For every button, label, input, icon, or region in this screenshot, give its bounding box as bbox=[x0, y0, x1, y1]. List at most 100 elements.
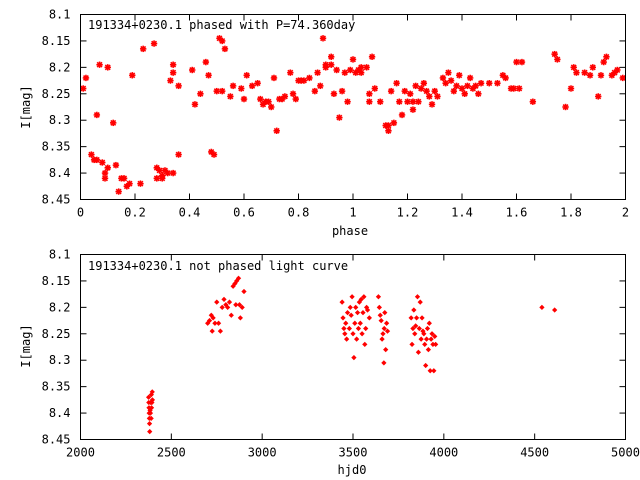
chart-unphased-data-point bbox=[383, 320, 390, 326]
chart-phased-data-point bbox=[292, 95, 299, 103]
chart-phased-data-point bbox=[431, 87, 438, 95]
chart-phased-xtick-label: 1.4 bbox=[451, 206, 473, 220]
chart-unphased-data-point bbox=[381, 325, 387, 332]
chart-unphased-xtick-label: 4500 bbox=[520, 446, 549, 460]
chart-phased-data-point bbox=[101, 175, 109, 182]
chart-unphased-data-point bbox=[363, 325, 369, 332]
chart-phased-ticks: 0 0.2 0.4 0.6 0.8 1 1.2 1.4 1.6 1.8 2 8.1 8.15 8.2 8.2… bbox=[42, 8, 630, 220]
chart-phased-data-point bbox=[458, 85, 466, 92]
chart-unphased-data-point bbox=[346, 325, 352, 332]
chart-phased-data-point bbox=[120, 175, 128, 182]
chart-unphased: 191334+0230.1 not phased light curve hjd… bbox=[19, 248, 640, 478]
chart-phased-data-point bbox=[80, 85, 87, 92]
chart-unphased-xtick-label: 2500 bbox=[157, 446, 186, 460]
chart-unphased-data-point bbox=[352, 320, 358, 326]
chart-phased-data-point bbox=[281, 93, 289, 100]
chart-phased-data-point bbox=[341, 69, 349, 76]
chart-unphased-data-point bbox=[147, 428, 153, 435]
chart-phased-data-point bbox=[409, 98, 417, 105]
chart-unphased-data-point bbox=[366, 315, 372, 321]
chart-phased-data-point bbox=[96, 61, 103, 68]
chart-phased-data-point bbox=[409, 106, 417, 113]
chart-phased-data-point bbox=[464, 82, 471, 90]
chart-unphased-data-point bbox=[408, 315, 414, 321]
chart-unphased-data-point bbox=[413, 323, 419, 329]
chart-phased-data-point bbox=[289, 90, 297, 97]
chart-phased-data-point bbox=[210, 151, 218, 158]
chart-phased-data-point bbox=[407, 90, 414, 97]
chart-phased-data-point bbox=[562, 103, 569, 111]
chart-unphased-data-point bbox=[221, 296, 227, 303]
chart-unphased-data-point bbox=[421, 331, 427, 337]
chart-unphased-data-point bbox=[343, 320, 349, 326]
chart-phased-data-point bbox=[567, 85, 575, 92]
chart-phased-data-point bbox=[466, 74, 474, 82]
chart-phased-data-point bbox=[404, 98, 411, 105]
chart-unphased-ytick-label: 8.3 bbox=[49, 353, 71, 367]
chart-phased-data-point bbox=[129, 72, 136, 79]
chart-phased-ytick-label: 8.3 bbox=[49, 113, 71, 127]
chart-phased-data-point bbox=[428, 101, 436, 108]
chart-unphased-data-point bbox=[429, 331, 435, 337]
chart-phased-data-point bbox=[175, 82, 182, 90]
chart-unphased-data-point bbox=[375, 294, 382, 300]
chart-phased-data-point bbox=[398, 111, 406, 119]
chart-unphased-data-point bbox=[149, 389, 155, 395]
chart-unphased-data-point bbox=[409, 341, 415, 347]
chart-unphased-data-point bbox=[413, 315, 420, 321]
chart-phased-data-point bbox=[243, 72, 250, 79]
chart-unphased-data-point bbox=[228, 312, 234, 318]
chart-phased-data-point bbox=[88, 151, 95, 158]
chart-unphased-data-point bbox=[350, 331, 356, 337]
chart-phased-data-point bbox=[368, 53, 376, 60]
chart-unphased-plot-frame bbox=[80, 254, 626, 440]
chart-phased-data-point bbox=[221, 45, 229, 53]
chart-phased-data-point bbox=[529, 98, 537, 105]
chart-phased-data-point bbox=[595, 93, 602, 100]
chart-phased-data-point bbox=[453, 82, 460, 90]
chart-unphased-data-point bbox=[539, 304, 545, 310]
chart-unphased-data-point bbox=[384, 328, 391, 334]
chart-phased-data-point bbox=[202, 58, 210, 66]
chart-unphased-data-point bbox=[418, 336, 424, 342]
chart-phased-data-point bbox=[328, 61, 335, 68]
chart-phased: 191334+0230.1 phased with P=74.360day ph… bbox=[19, 8, 629, 239]
chart-unphased-xlabel: hjd0 bbox=[338, 463, 367, 477]
chart-unphased-data-point bbox=[353, 304, 359, 310]
chart-unphased-data-point bbox=[381, 360, 387, 366]
chart-unphased-data-point bbox=[424, 325, 431, 332]
chart-unphased-data-point bbox=[147, 410, 154, 416]
chart-unphased-data-point bbox=[419, 315, 425, 321]
chart-unphased-data-point bbox=[342, 331, 348, 337]
chart-phased-data-point bbox=[93, 156, 101, 164]
chart-phased-data-point bbox=[603, 53, 610, 60]
chart-unphased-ytick-label: 8.15 bbox=[42, 274, 71, 288]
chart-unphased-xtick-label: 2000 bbox=[66, 446, 95, 460]
chart-phased-points bbox=[80, 35, 626, 195]
chart-phased-data-point bbox=[229, 82, 237, 90]
chart-phased-data-point bbox=[349, 56, 357, 63]
chart-phased-data-point bbox=[338, 87, 346, 95]
chart-unphased-data-point bbox=[422, 341, 428, 347]
chart-unphased-data-point bbox=[378, 317, 384, 324]
chart-unphased-data-point bbox=[239, 304, 245, 310]
chart-phased-data-point bbox=[426, 93, 433, 100]
chart-unphased-ytick-label: 8.45 bbox=[42, 433, 71, 447]
chart-phased-data-point bbox=[227, 93, 234, 100]
chart-unphased-data-point bbox=[426, 320, 432, 326]
chart-phased-data-point bbox=[268, 103, 275, 111]
chart-unphased-data-point bbox=[411, 307, 417, 313]
chart-unphased-data-point bbox=[349, 294, 355, 300]
chart-phased-data-point bbox=[219, 87, 226, 95]
chart-unphased-xtick-label: 4000 bbox=[429, 446, 458, 460]
chart-phased-xtick-label: 0.6 bbox=[233, 206, 255, 220]
chart-phased-data-point bbox=[104, 64, 111, 71]
chart-unphased-data-point bbox=[428, 336, 434, 342]
chart-unphased-data-point bbox=[241, 288, 247, 295]
chart-phased-data-point bbox=[581, 69, 588, 76]
chart-phased-data-point bbox=[551, 50, 558, 58]
chart-unphased-data-point bbox=[359, 331, 365, 337]
chart-phased-data-point bbox=[586, 72, 594, 79]
chart-unphased-data-point bbox=[414, 294, 421, 300]
